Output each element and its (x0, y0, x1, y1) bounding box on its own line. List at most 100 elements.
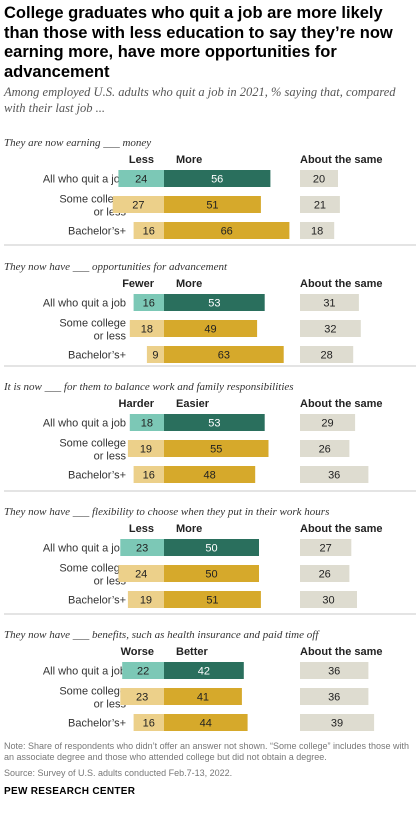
same-value-label: 27 (320, 543, 332, 555)
row-label: or less (94, 576, 127, 588)
positive-bar (164, 591, 261, 608)
panel-title: They are now earning ___ money (4, 137, 151, 149)
same-bar (300, 688, 369, 705)
positive-value-label: 42 (198, 666, 210, 678)
chart-source: Source: Survey of U.S. adults conducted … (4, 768, 233, 778)
negative-bar (118, 565, 164, 582)
same-bar (300, 294, 359, 311)
row-label: or less (94, 699, 127, 711)
same-bar (300, 196, 340, 213)
positive-bar (164, 565, 259, 582)
negative-bar (133, 466, 164, 483)
negative-value-label: 24 (135, 569, 147, 581)
positive-bar (164, 662, 244, 679)
same-value-label: 26 (319, 444, 331, 456)
positive-value-label: 41 (197, 692, 209, 704)
positive-column-label: More (176, 278, 202, 290)
negative-bar (120, 539, 164, 556)
same-value-label: 20 (313, 174, 325, 186)
chart-svg: They are now earning ___ money Less More Ab… (3, 137, 416, 731)
positive-value-label: 50 (205, 569, 217, 581)
panel-title: They now have ___ opportunities for adva… (4, 261, 228, 273)
panel-title: They now have ___ flexibility to choose … (4, 506, 329, 518)
negative-value-label: 16 (143, 718, 155, 730)
positive-value-label: 50 (205, 543, 217, 555)
negative-bar (129, 320, 164, 337)
positive-value-label: 48 (203, 470, 215, 482)
negative-value-label: 23 (136, 543, 148, 555)
same-value-label: 21 (314, 200, 326, 212)
row-label: All who quit a job (43, 543, 126, 555)
positive-value-label: 51 (206, 595, 218, 607)
row-label: Bachelor’s+ (68, 595, 126, 607)
negative-bar (122, 662, 164, 679)
negative-bar (129, 414, 164, 431)
positive-column-label: More (176, 523, 202, 535)
positive-value-label: 66 (221, 226, 233, 238)
positive-value-label: 53 (208, 298, 220, 310)
negative-value-label: 16 (143, 226, 155, 238)
same-value-label: 28 (320, 350, 332, 362)
positive-value-label: 44 (200, 718, 212, 730)
negative-bar (133, 714, 164, 731)
positive-bar (164, 222, 290, 239)
same-bar (300, 714, 375, 731)
same-value-label: 30 (322, 595, 334, 607)
negative-column-label: Worse (121, 646, 154, 658)
same-value-label: 36 (328, 470, 340, 482)
same-bar (300, 346, 354, 363)
same-value-label: 31 (323, 298, 335, 310)
positive-bar (164, 196, 261, 213)
same-column-label: About the same (300, 278, 383, 290)
negative-value-label: 16 (143, 298, 155, 310)
same-column-label: About the same (300, 154, 383, 166)
row-label: All who quit a job (43, 666, 126, 678)
negative-value-label: 19 (140, 444, 152, 456)
same-bar (300, 320, 361, 337)
negative-value-label: 16 (143, 470, 155, 482)
row-label: Bachelor’s+ (68, 718, 126, 730)
negative-bar (120, 688, 164, 705)
row-label: Bachelor’s+ (68, 226, 126, 238)
row-label: Some college (59, 438, 126, 450)
negative-value-label: 9 (152, 350, 158, 362)
same-bar (300, 170, 338, 187)
positive-column-label: Easier (176, 398, 210, 410)
same-bar (300, 440, 350, 457)
same-value-label: 26 (319, 569, 331, 581)
positive-bar (164, 688, 242, 705)
negative-column-label: Fewer (122, 278, 155, 290)
negative-value-label: 22 (137, 666, 149, 678)
same-value-label: 18 (311, 226, 323, 238)
negative-value-label: 27 (132, 200, 144, 212)
negative-value-label: 23 (136, 692, 148, 704)
row-label: or less (94, 451, 127, 463)
same-value-label: 39 (331, 718, 343, 730)
negative-value-label: 19 (140, 595, 152, 607)
same-value-label: 32 (324, 324, 336, 336)
row-label: Some college (59, 563, 126, 575)
positive-column-label: Better (176, 646, 209, 658)
positive-bar (164, 346, 284, 363)
same-value-label: 36 (328, 666, 340, 678)
same-column-label: About the same (300, 523, 383, 535)
same-bar (300, 565, 350, 582)
negative-bar (127, 440, 164, 457)
positive-bar (164, 466, 256, 483)
chart-subtitle: Among employed U.S. adults who quit a jo… (4, 85, 396, 115)
same-bar (300, 466, 369, 483)
same-bar (300, 539, 352, 556)
positive-value-label: 51 (206, 200, 218, 212)
negative-value-label: 18 (141, 324, 153, 336)
row-label: Bachelor’s+ (68, 470, 126, 482)
positive-value-label: 53 (208, 418, 220, 430)
negative-column-label: Harder (119, 398, 155, 410)
negative-bar (146, 346, 164, 363)
negative-value-label: 24 (135, 174, 147, 186)
row-label: All who quit a job (43, 298, 126, 310)
pew-research-center-logo: PEW RESEARCH CENTER (4, 786, 136, 797)
chart-title: College graduates who quit a job are mor… (4, 4, 393, 81)
positive-value-label: 49 (204, 324, 216, 336)
positive-column-label: More (176, 154, 202, 166)
panel-title: They now have ___ benefits, such as heal… (4, 629, 320, 641)
